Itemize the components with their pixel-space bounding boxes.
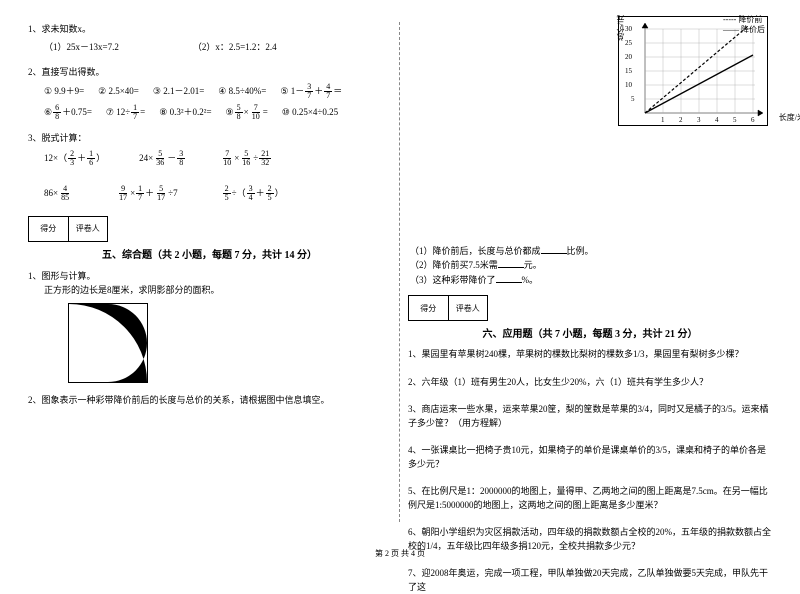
grader-label: 评卷人	[69, 217, 108, 241]
q3-e3: 710 × 516 ÷ 2132	[220, 150, 272, 167]
s6-q5: 5、在比例尺是1：2000000的地图上，量得甲、乙两地之间的图上距离是7.5c…	[408, 485, 772, 512]
q2-7: ⑦ 12÷ 17=	[106, 104, 145, 121]
q2-6: ⑥ 68 ＋0.75=	[44, 104, 92, 121]
q1: 1、求未知数x。 （1）25x－13x=7.2 （2）x：2.5=1.2：2.4	[28, 22, 391, 55]
right-column: 30 25 20 15 10 5 1 2 3 4 5 6 总价/元 长度/米 -…	[400, 22, 772, 522]
q2-10: ⑩ 0.25×4÷0.25	[282, 105, 338, 119]
svg-text:2: 2	[679, 116, 683, 124]
q2-8: ⑧ 0.3²＋0.2²=	[159, 105, 211, 119]
q1-a: （1）25x－13x=7.2	[44, 40, 119, 54]
q3-title: 3、脱式计算：	[28, 131, 391, 145]
q2-4: ④ 8.5÷40%=	[218, 84, 266, 98]
svg-text:3: 3	[697, 116, 701, 124]
q2-1: ① 9.9＋9=	[44, 84, 84, 98]
cs-1: （1）降价前后，长度与总价都成比例。	[410, 244, 772, 258]
page-content: 1、求未知数x。 （1）25x－13x=7.2 （2）x：2.5=1.2：2.4…	[0, 0, 800, 540]
cs-2: （2）降价前买7.5米需元。	[410, 258, 772, 272]
q2-3: ③ 2.1－2.01=	[153, 84, 204, 98]
page-footer: 第 2 页 共 4 页	[0, 548, 800, 559]
s6-q1: 1、果园里有苹果树240棵，苹果树的棵数比梨树的棵数多1/3，果园里有梨树多少棵…	[408, 348, 772, 362]
svg-text:6: 6	[751, 116, 755, 124]
s6-q7: 7、迎2008年奥运，完成一项工程，甲队单独做20天完成，乙队单独做要5天完成，…	[408, 567, 772, 594]
svg-text:15: 15	[625, 67, 633, 75]
s6-q3: 3、商店运来一些水果，运来苹果20筐，梨的筐数是苹果的3/4，同时又是橘子的3/…	[408, 403, 772, 430]
grader-label-6: 评卷人	[449, 296, 488, 320]
q2-2: ② 2.5×40=	[98, 84, 139, 98]
q3: 3、脱式计算： 12×（ 23 ＋ 16 ） 24× 536 － 38 710	[28, 131, 391, 201]
svg-text:1: 1	[661, 116, 665, 124]
svg-text:5: 5	[631, 95, 635, 103]
q3-e6: 25 ÷（ 34 ＋ 25 ）	[222, 185, 284, 202]
s5-q1: 1、图形与计算。 正方形的边长是8厘米，求阴影部分的面积。	[28, 269, 391, 384]
s6-q4: 4、一张课桌比一把椅子贵10元，如果椅子的单价是课桌单价的3/5，课桌和椅子的单…	[408, 444, 772, 471]
q3-e1: 12×（ 23 ＋ 16 ）	[44, 150, 105, 167]
q2: 2、直接写出得数。 ① 9.9＋9= ② 2.5×40= ③ 2.1－2.01=…	[28, 65, 391, 121]
shaded-square-figure	[68, 303, 148, 383]
x-axis-label: 长度/米	[779, 112, 800, 123]
svg-text:5: 5	[733, 116, 737, 124]
price-chart: 30 25 20 15 10 5 1 2 3 4 5 6 总价/元 长度/米 -…	[618, 16, 768, 126]
q2-5: ⑤ 1－ 37＋ 47 ＝	[280, 83, 342, 100]
left-column: 1、求未知数x。 （1）25x－13x=7.2 （2）x：2.5=1.2：2.4…	[28, 22, 400, 522]
q2-9: ⑨ 58× 710=	[226, 104, 268, 121]
cs-3: （3）这种彩带降价了%。	[410, 273, 772, 287]
section5-title: 五、综合题（共 2 小题，每题 7 分，共计 14 分）	[28, 246, 391, 261]
s5-q1-title: 1、图形与计算。	[28, 269, 391, 283]
score-box-5: 得分 评卷人	[28, 216, 108, 242]
svg-text:10: 10	[625, 81, 633, 89]
s6-q2: 2、六年级（1）班有男生20人，比女生少20%，六（1）班共有学生多少人？	[408, 376, 772, 390]
s5-q2: 2、图象表示一种彩带降价前后的长度与总价的关系，请根据图中信息填空。	[28, 393, 391, 407]
chart-area: 30 25 20 15 10 5 1 2 3 4 5 6 总价/元 长度/米 -…	[408, 22, 772, 134]
y-axis-label: 总价/元	[615, 15, 626, 41]
chart-questions: （1）降价前后，长度与总价都成比例。 （2）降价前买7.5米需元。 （3）这种彩…	[408, 244, 772, 287]
q3-e2: 24× 536 － 38	[139, 150, 186, 167]
q3-e5: 917 × 17 ＋ 517 ÷7	[116, 185, 178, 202]
svg-text:30: 30	[625, 25, 633, 33]
svg-text:20: 20	[625, 53, 633, 61]
score-label-6: 得分	[409, 296, 449, 320]
score-box-6: 得分 评卷人	[408, 295, 488, 321]
svg-text:25: 25	[625, 39, 633, 47]
s5-q1-sub: 正方形的边长是8厘米，求阴影部分的面积。	[28, 283, 391, 297]
q1-b: （2）x：2.5=1.2：2.4	[193, 40, 277, 54]
q1-title: 1、求未知数x。	[28, 22, 391, 36]
q3-e4: 86× 485	[44, 185, 72, 202]
q2-title: 2、直接写出得数。	[28, 65, 391, 79]
score-label: 得分	[29, 217, 69, 241]
section6-title: 六、应用题（共 7 小题，每题 3 分，共计 21 分）	[408, 325, 772, 340]
svg-text:4: 4	[715, 116, 719, 124]
s5-q2-text: 2、图象表示一种彩带降价前后的长度与总价的关系，请根据图中信息填空。	[28, 393, 391, 407]
chart-legend: ----- 降价前 —— 降价后	[723, 15, 765, 34]
